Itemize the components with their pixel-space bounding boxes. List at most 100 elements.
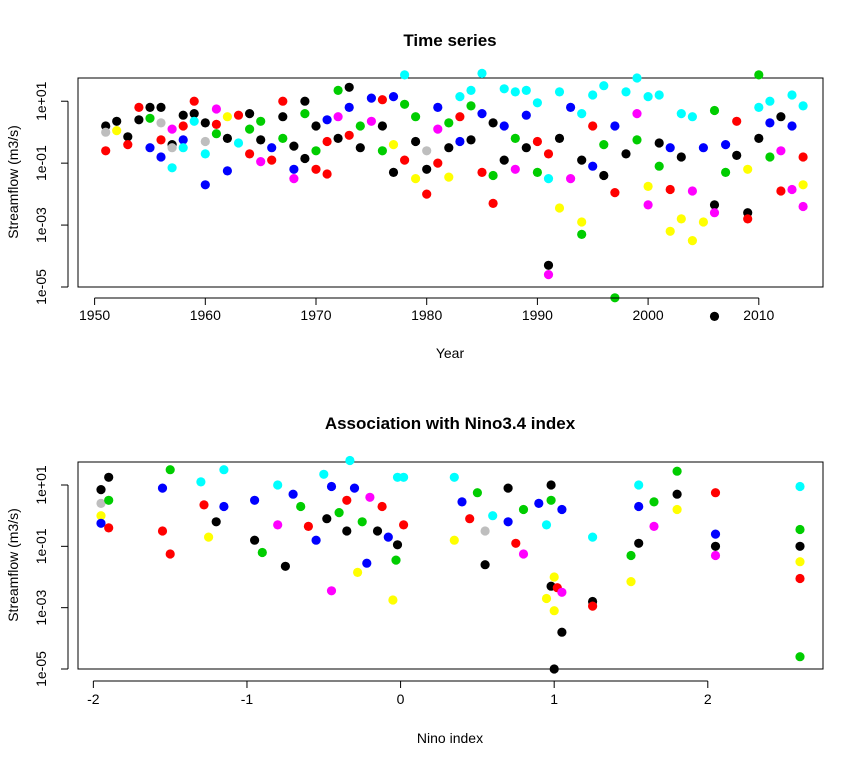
- time-series-data-point: [422, 189, 432, 199]
- time-series-data-point: [554, 203, 565, 213]
- nino-data-point: [795, 573, 805, 584]
- time-series-data-point: [577, 155, 587, 165]
- time-series-data-point: [776, 112, 786, 122]
- time-series-data-point: [643, 181, 653, 191]
- nino-data-point: [204, 532, 214, 542]
- nino-data-point: [511, 538, 521, 548]
- time-series-data-point: [267, 155, 277, 165]
- nino-data-point: [165, 465, 175, 475]
- time-series-data-point: [433, 158, 443, 168]
- time-series-data-point: [787, 90, 797, 100]
- time-series-data-point: [709, 208, 720, 218]
- nino-data-point: [288, 489, 298, 499]
- time-series-data-point: [588, 161, 598, 171]
- time-series-data-point: [101, 146, 111, 156]
- nino-y-tick-label: 1e-01: [33, 528, 49, 564]
- time-series-data-point: [709, 311, 720, 321]
- time-series-data-point: [687, 236, 698, 246]
- time-series-data-point: [145, 113, 155, 123]
- time-series-data-point: [178, 110, 188, 120]
- nino-data-point: [392, 540, 403, 550]
- time-series-data-point: [145, 143, 155, 153]
- time-series-data-point: [300, 153, 310, 164]
- time-series-data-point: [233, 138, 244, 148]
- time-series-data-point: [754, 70, 764, 80]
- nino-data-point: [518, 549, 529, 559]
- time-series-data-point: [632, 109, 642, 119]
- time-series-data-point: [167, 143, 177, 153]
- time-series-data-point: [488, 118, 498, 128]
- time-series-data-point: [377, 146, 387, 156]
- time-series-data-point: [134, 115, 144, 125]
- time-series-data-point: [466, 101, 476, 111]
- time-series-points: [101, 68, 808, 321]
- time-series-data-point: [156, 152, 166, 162]
- time-series-data-point: [101, 127, 111, 137]
- time-series-data-point: [355, 143, 365, 153]
- nino-data-point: [710, 488, 721, 498]
- time-series-data-point: [222, 133, 232, 143]
- time-series-data-point: [211, 119, 221, 129]
- time-series-data-point: [200, 180, 210, 190]
- nino-data-point: [250, 535, 260, 545]
- nino-data-point: [649, 521, 659, 532]
- time-series-plot-frame: [77, 77, 824, 288]
- time-series-data-point: [322, 169, 332, 179]
- time-series-x-tick-label: 1990: [522, 307, 553, 323]
- nino-data-point: [342, 495, 352, 505]
- nino-data-point: [342, 526, 352, 536]
- nino-data-point: [322, 514, 332, 524]
- nino-data-point: [211, 517, 221, 527]
- nino-data-point: [626, 550, 636, 561]
- nino-data-point: [488, 511, 498, 521]
- nino-data-point: [672, 466, 682, 476]
- time-series-data-point: [743, 164, 753, 174]
- time-series-data-point: [156, 118, 166, 128]
- nino-data-point: [219, 501, 229, 512]
- time-series-data-point: [743, 214, 753, 224]
- nino-data-point: [96, 511, 106, 521]
- time-series-data-point: [322, 115, 332, 125]
- time-series-data-point: [754, 102, 764, 112]
- nino-data-point: [649, 497, 659, 507]
- time-series-x-label: Year: [436, 345, 465, 361]
- nino-data-point: [541, 520, 552, 530]
- time-series-data-point: [112, 116, 122, 126]
- time-series-data-point: [433, 102, 443, 112]
- time-series-data-point: [444, 172, 454, 182]
- nino-x-axis: -2 -1 0 1 2: [87, 680, 712, 707]
- time-series-data-point: [654, 138, 664, 148]
- time-series-data-point: [289, 164, 299, 174]
- nino-data-point: [503, 517, 513, 527]
- nino-data-point: [503, 483, 513, 493]
- time-series-data-point: [532, 98, 543, 108]
- nino-data-point: [672, 489, 682, 499]
- time-series-data-point: [178, 143, 188, 153]
- time-series-x-tick-label: 1970: [300, 307, 331, 323]
- time-series-data-point: [676, 109, 686, 119]
- time-series-data-point: [189, 109, 199, 119]
- time-series-data-point: [444, 143, 454, 153]
- nino-data-point: [541, 593, 552, 604]
- nino-data-point: [157, 483, 168, 493]
- nino-data-point: [465, 514, 475, 524]
- time-series-data-point: [377, 121, 387, 131]
- time-series-data-point: [211, 129, 221, 139]
- nino-data-point: [391, 555, 401, 565]
- nino-data-point: [165, 549, 175, 559]
- nino-x-label: Nino index: [417, 730, 483, 746]
- nino-data-point: [250, 495, 260, 505]
- nino-plot-frame: [77, 461, 824, 670]
- nino-data-point: [273, 520, 283, 530]
- nino-data-point: [96, 498, 106, 508]
- time-series-data-point: [543, 260, 554, 270]
- nino-data-point: [549, 606, 559, 616]
- time-series-data-point: [400, 70, 410, 80]
- nino-data-point: [399, 472, 409, 482]
- time-series-data-point: [709, 105, 720, 116]
- time-series-data-point: [621, 87, 631, 97]
- nino-data-point: [353, 567, 363, 578]
- time-series-y-axis: 1e-05 1e-03 1e-01 1e+01: [33, 81, 69, 305]
- time-series-data-point: [300, 96, 310, 106]
- nino-data-point: [357, 517, 367, 527]
